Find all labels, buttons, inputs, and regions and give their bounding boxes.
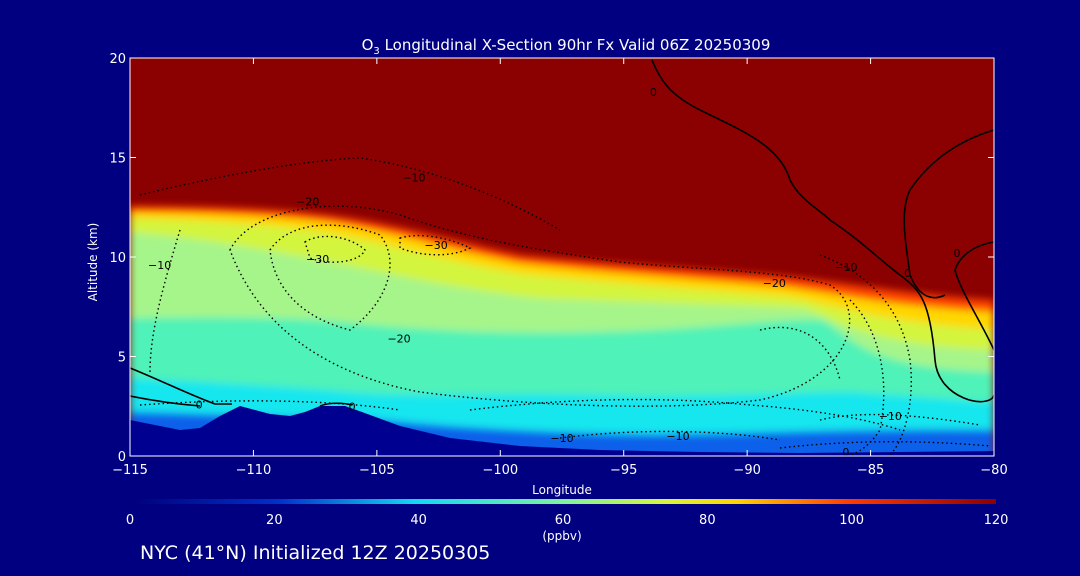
x-tick-label: −110 (236, 463, 272, 478)
colorbar (130, 499, 996, 504)
colorbar-ticks: 0 20 40 60 80 100 120 (126, 513, 1009, 528)
colorbar-tick-label: 0 (126, 513, 134, 528)
contour-label: −10 (402, 171, 425, 184)
contour-zero-left (130, 367, 232, 407)
y-tick-label: 15 (109, 152, 126, 167)
contour-label: 0 (953, 247, 960, 260)
contour-neg10-right-a (819, 254, 912, 456)
contour-label: −10 (834, 261, 857, 274)
contour-neg10-low-b (779, 441, 991, 449)
x-tick-label: −85 (857, 463, 884, 478)
contour-neg30-left (304, 235, 366, 263)
zero-contours (130, 59, 994, 407)
contour-zero-far-right (954, 241, 994, 351)
contour-zero-top (651, 59, 994, 403)
contour-neg20-inner (269, 224, 391, 331)
contour-label: −20 (763, 277, 786, 290)
contour-zero-middle (319, 402, 353, 407)
contour-label: 0 (196, 398, 203, 411)
footer-caption: NYC (41°N) Initialized 12Z 20250305 (140, 542, 491, 564)
contour-label: −20 (387, 333, 410, 346)
y-tick-label: 5 (118, 351, 126, 366)
contour-zero-right (903, 129, 994, 299)
x-axis: −115 −110 −105 −100 −95 −90 −85 −80 (112, 58, 1008, 478)
x-tick-label: −90 (733, 463, 760, 478)
terrain-mask (130, 406, 994, 456)
colorbar-tick-label: 120 (984, 513, 1009, 528)
contour-neg20-outer (229, 205, 851, 407)
contour-label: −10 (148, 259, 171, 272)
x-tick-label: −115 (112, 463, 148, 478)
x-tick-label: −80 (980, 463, 1007, 478)
y-axis-label: Altitude (km) (86, 223, 100, 302)
contour-label: −30 (424, 239, 447, 252)
colorbar-unit-label: (ppbv) (542, 529, 581, 543)
contour-label: −20 (296, 195, 319, 208)
contour-label: 0 (842, 446, 849, 459)
contour-neg10-left (149, 229, 181, 373)
colorbar-tick-label: 60 (555, 513, 572, 528)
negative-contours (139, 157, 991, 456)
x-tick-label: −100 (482, 463, 518, 478)
ozone-field: 0 0 0 0 −10 −10 −10 −10 −10 −10 0 0 −20 −20 −20 −30 −30 (130, 58, 994, 459)
contour-neg10-bottom-c (819, 413, 981, 426)
contour-neg30-right (399, 234, 472, 256)
contour-label: 0 (904, 267, 911, 280)
contour-label: 0 (650, 86, 657, 99)
title-subscript: 3 (373, 46, 379, 57)
contour-labels: 0 0 0 0 −10 −10 −10 −10 −10 −10 0 0 −20 −20 −20 −30 −30 (148, 86, 960, 459)
contour-neg10-bottom-b (559, 430, 781, 441)
x-tick-label: −95 (610, 463, 637, 478)
contour-label: −10 (666, 430, 689, 443)
colorbar-tick-label: 80 (699, 513, 716, 528)
contour-label: −10 (879, 410, 902, 423)
colorbar-tick-label: 40 (410, 513, 427, 528)
x-axis-label: Longitude (532, 483, 592, 497)
y-axis: 0 5 10 15 20 (109, 52, 994, 465)
y-tick-label: 0 (118, 450, 126, 465)
contour-label: 0 (349, 400, 356, 413)
y-tick-label: 10 (109, 251, 126, 266)
x-tick-label: −105 (359, 463, 395, 478)
chart-title: O3 Longitudinal X-Section 90hr Fx Valid … (362, 36, 771, 57)
contour-label: −30 (306, 253, 329, 266)
contour-label: −10 (550, 432, 573, 445)
colorbar-tick-label: 100 (839, 513, 864, 528)
y-tick-label: 20 (109, 52, 126, 67)
colorbar-tick-label: 20 (266, 513, 283, 528)
